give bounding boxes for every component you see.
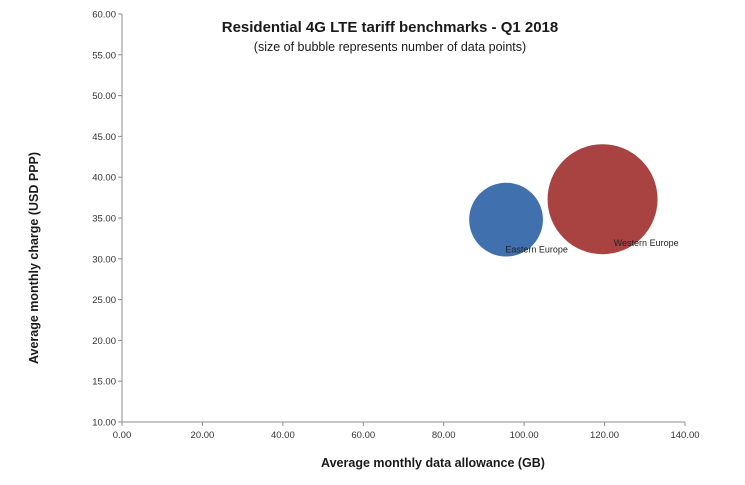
bubbles-layer: Eastern Europe Western Europe [469,144,679,257]
x-axis-title: Average monthly data allowance (GB) [321,456,545,470]
x-tick-label: 80.00 [432,430,456,441]
y-tick-label: 10.00 [92,418,116,429]
y-tick-label: 20.00 [92,336,116,347]
x-tick-label: 100.00 [510,430,539,441]
x-tick-label: 60.00 [351,430,375,441]
x-tick-label: 20.00 [191,430,215,441]
y-tick-label: 35.00 [92,214,116,225]
y-tick-label: 30.00 [92,254,116,265]
x-tick-label: 40.00 [271,430,295,441]
x-tick-label: 120.00 [590,430,619,441]
y-tick-label: 25.00 [92,295,116,306]
y-tick-label: 40.00 [92,173,116,184]
y-tick-label: 60.00 [92,10,116,21]
x-tick-label: 140.00 [670,430,699,441]
bubble-label: Eastern Europe [505,244,568,254]
chart-subtitle: (size of bubble represents number of dat… [254,40,526,54]
x-axis-ticks: 0.00 20.00 40.00 60.00 80.00 100.00 120.00 140.… [113,422,700,441]
x-tick-label: 0.00 [113,430,132,441]
bubble-label: Western Europe [614,238,679,248]
y-tick-label: 45.00 [92,132,116,143]
y-axis-ticks: 10.00 15.00 20.00 25.00 30.00 35.00 40.00 45.00… [92,10,122,429]
bubble-western-europe [547,144,658,255]
chart-title: Residential 4G LTE tariff benchmarks - Q… [222,19,559,36]
y-tick-label: 15.00 [92,377,116,388]
y-axis-title: Average monthly charge (USD PPP) [27,152,41,364]
y-tick-label: 55.00 [92,50,116,61]
y-tick-label: 50.00 [92,91,116,102]
bubble-eastern-europe [469,182,543,257]
